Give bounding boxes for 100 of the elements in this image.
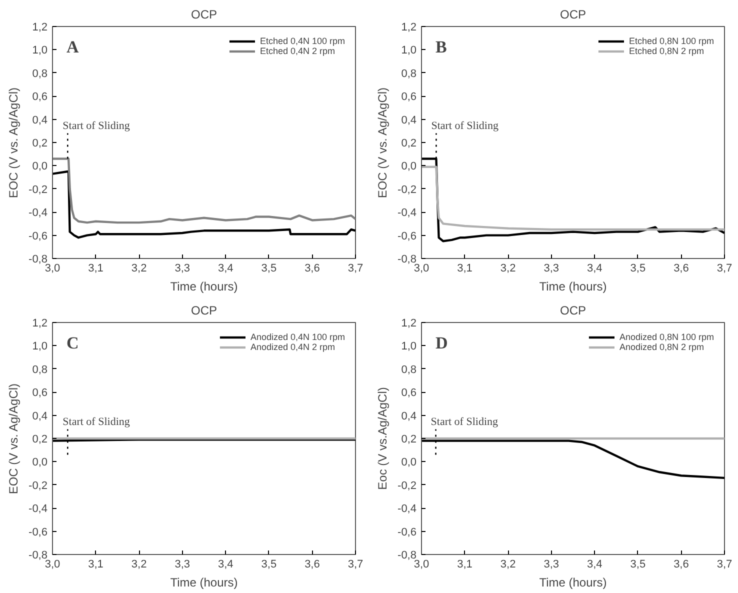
y-tick-label: 0,2 [32,138,48,150]
y-tick-label: 0,2 [401,434,417,446]
x-tick-label: 3,1 [88,558,104,570]
y-tick-label: -0,6 [398,230,417,242]
x-tick-label: 3,1 [457,262,472,274]
chart-title: OCP [560,8,586,22]
legend-label: Etched 0,8N 2 rpm [628,46,704,56]
y-tick-label: 1,2 [32,318,48,330]
ref-line-label: Start of Sliding [430,416,499,428]
x-tick-label: 3,4 [586,262,602,274]
ref-line-label: Start of Sliding [431,120,499,132]
x-tick-label: 3,5 [630,262,646,274]
y-tick-label: -0,4 [28,503,48,516]
annotation: C [66,334,79,352]
y-axis-title: EOC (V vs. Ag/AgCl) [6,87,21,198]
x-tick-label: 3,1 [88,262,104,274]
y-tick-label: 0,4 [32,114,48,126]
legend-label: Etched 0,4N 2 rpm [260,46,335,56]
x-tick-label: 3,4 [586,558,602,570]
annotation: D [436,334,448,352]
y-tick-label: -0,2 [28,480,48,492]
y-tick-label: 1,0 [32,44,48,57]
y-tick-label: 1,2 [401,318,417,330]
legend-label: Anodized 0,8N 2 rpm [619,342,704,352]
y-tick-label: 0,0 [32,160,48,173]
ref-line-label: Start of Sliding [62,120,130,132]
ref-line-label: Start of Sliding [62,416,130,428]
y-tick-label: -0,2 [28,184,48,196]
y-tick-label: -0,6 [28,526,48,538]
y-tick-label: -0,4 [398,503,417,516]
y-tick-label: 0,2 [32,434,48,446]
y-tick-label: -0,8 [398,550,417,562]
chart-title: OCP [191,8,218,22]
y-tick-label: 0,4 [401,410,417,422]
x-tick-label: 3,2 [500,558,516,570]
y-tick-label: 0,6 [32,91,48,104]
x-axis-title: Time (hours) [539,576,607,590]
x-tick-label: 3,4 [218,262,234,274]
x-tick-label: 3,7 [348,558,364,570]
x-tick-label: 3,6 [674,558,689,570]
legend-label: Anodized 0,8N 100 rpm [619,332,714,342]
y-tick-label: -0,4 [398,207,417,220]
x-tick-label: 3,0 [44,262,60,274]
x-tick-label: 3,0 [44,558,60,570]
x-tick-label: 3,2 [131,262,147,274]
x-tick-label: 3,6 [304,262,320,274]
chart-title: OCP [191,304,218,318]
x-tick-label: 3,3 [174,558,190,570]
legend-label: Etched 0,4N 100 rpm [260,36,345,46]
y-tick-label: 0,8 [32,68,48,80]
y-tick-label: 0,0 [32,456,48,469]
x-axis-title: Time (hours) [170,576,238,590]
y-tick-label: 0,8 [32,364,48,376]
x-tick-label: 3,0 [414,558,430,570]
y-tick-label: -0,2 [398,480,417,492]
x-tick-label: 3,0 [414,262,430,274]
x-tick-label: 3,3 [544,558,560,570]
x-axis-title: Time (hours) [539,280,607,294]
y-tick-label: 0,4 [401,114,417,126]
y-tick-label: 0,0 [401,160,417,173]
y-tick-label: -0,6 [398,526,417,538]
x-tick-label: 3,1 [457,558,472,570]
chart-title: OCP [560,304,586,318]
y-axis-title: EOC (V vs. Ag/AgCl) [376,87,390,198]
legend-label: Etched 0,8N 100 rpm [628,36,714,46]
y-tick-label: 0,4 [32,410,48,422]
x-tick-label: 3,5 [261,558,277,570]
legend-label: Anodized 0,4N 2 rpm [250,342,335,352]
y-tick-label: 0,8 [401,364,417,376]
y-tick-label: 0,6 [401,91,417,104]
x-tick-label: 3,4 [218,558,234,570]
x-tick-label: 3,2 [500,262,516,274]
x-tick-label: 3,7 [348,262,364,274]
annotation: A [66,38,80,56]
y-tick-label: 1,0 [32,340,48,353]
y-tick-label: -0,8 [28,254,48,266]
annotation: B [436,38,447,56]
x-tick-label: 3,5 [630,558,646,570]
y-tick-label: 1,0 [401,44,417,57]
y-tick-label: 0,8 [401,68,417,80]
y-tick-label: 0,2 [401,138,417,150]
x-tick-label: 3,2 [131,558,147,570]
legend-label: Anodized 0,4N 100 rpm [250,332,345,342]
y-axis-title: Eoc (V vs.Ag/AgCl) [376,387,390,490]
y-tick-label: -0,8 [28,550,48,562]
y-tick-label: 1,2 [401,22,417,34]
x-tick-label: 3,3 [544,262,560,274]
x-tick-label: 3,7 [716,262,732,274]
y-axis-title: EOC (V vs. Ag/AgCl) [6,383,21,494]
x-tick-label: 3,6 [304,558,320,570]
x-axis-title: Time (hours) [170,280,238,294]
y-tick-label: 1,2 [32,22,48,34]
y-tick-label: 0,6 [32,387,48,400]
x-tick-label: 3,3 [174,262,190,274]
x-tick-label: 3,5 [261,262,277,274]
x-tick-label: 3,7 [716,558,732,570]
y-tick-label: -0,2 [398,184,417,196]
y-tick-label: 0,0 [401,456,417,469]
y-tick-label: 0,6 [401,387,417,400]
y-tick-label: 1,0 [401,340,417,353]
